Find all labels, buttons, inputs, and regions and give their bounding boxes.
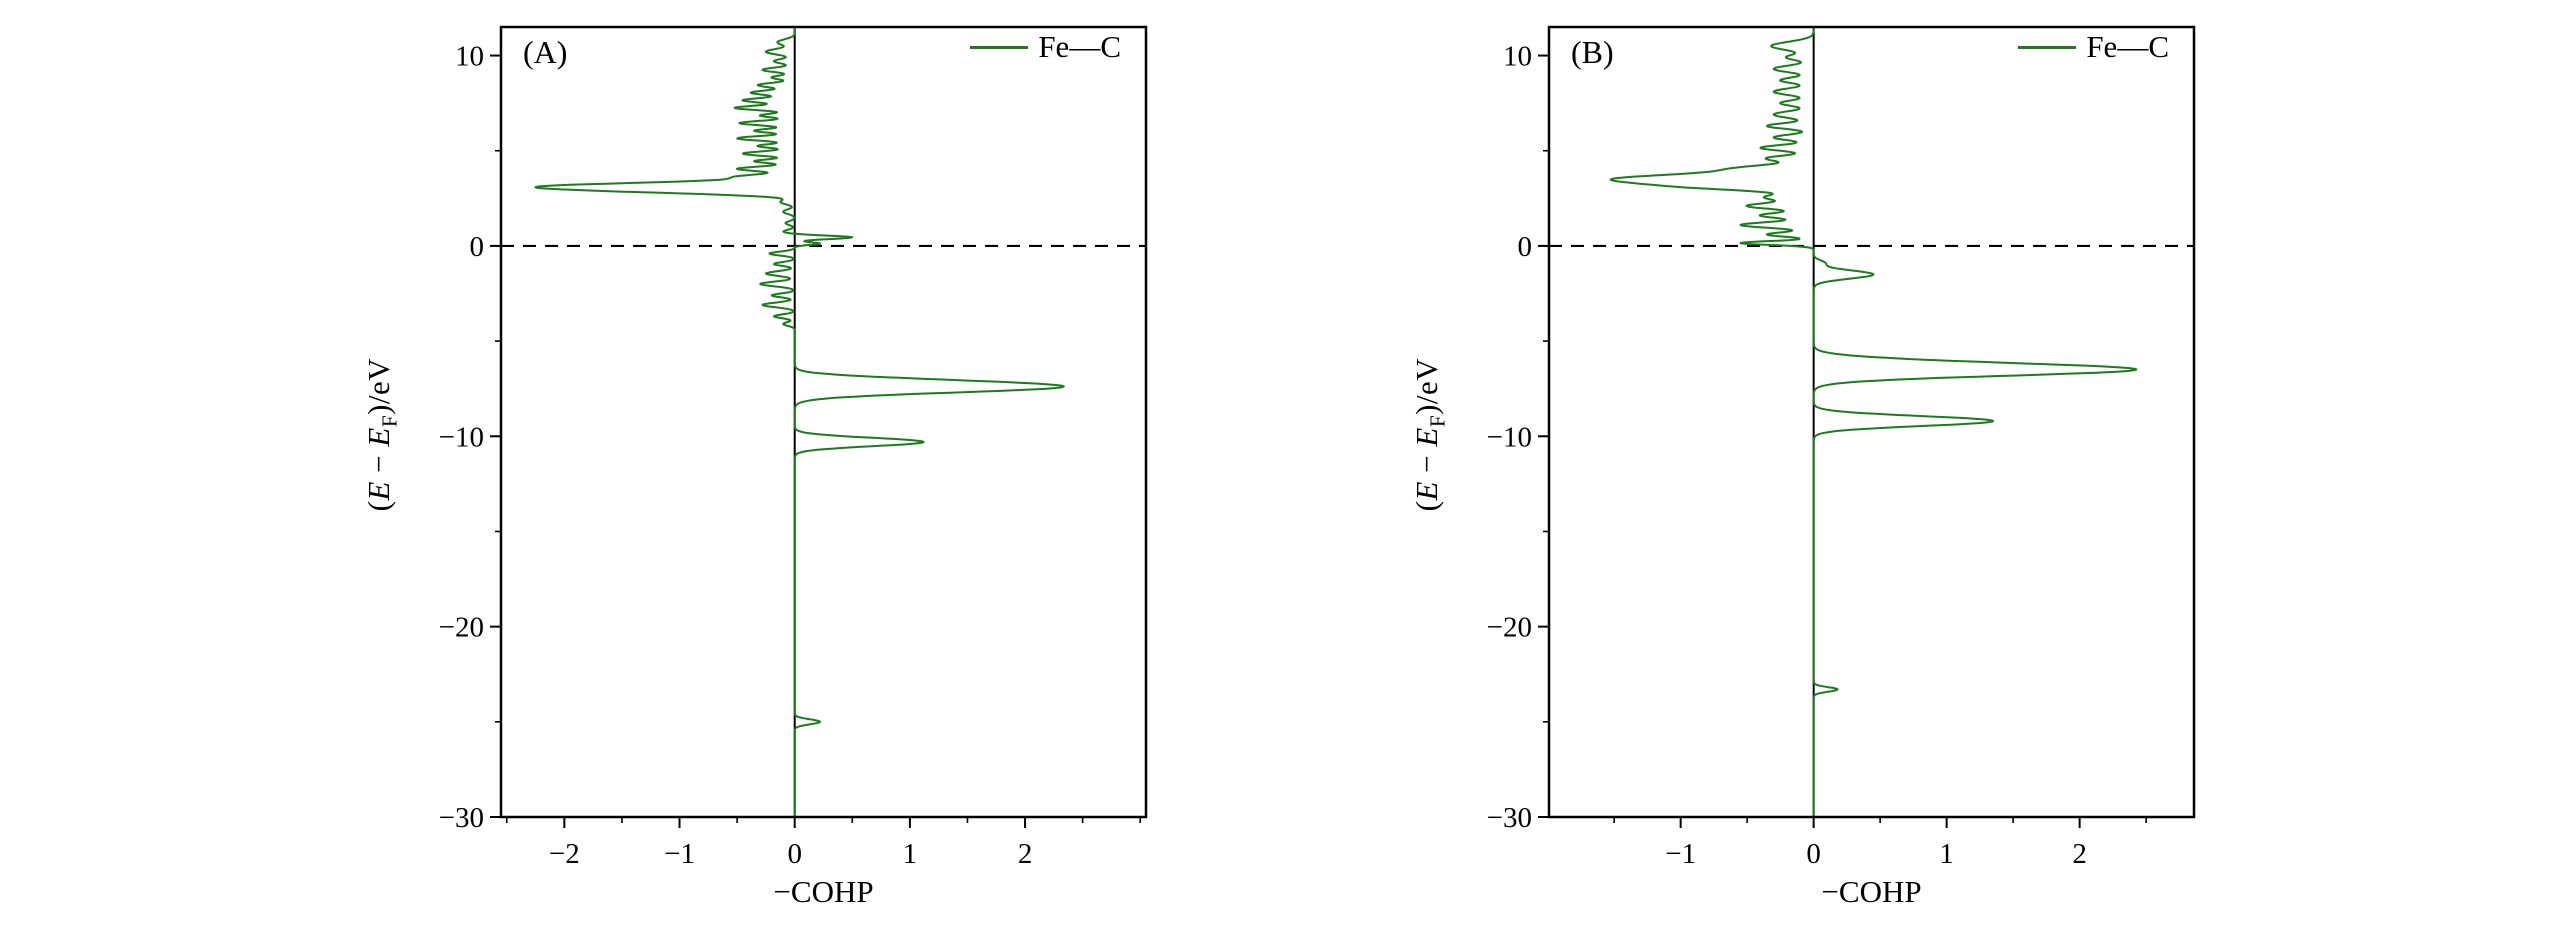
legend-label: Fe—C xyxy=(1038,29,1121,64)
panel-label: (B) xyxy=(1571,34,1614,70)
ylabel-paren: ( xyxy=(361,500,397,512)
svg-text:0: 0 xyxy=(470,231,485,263)
ylabel-minus: − xyxy=(361,446,397,481)
ylabel-E: E xyxy=(361,480,397,501)
svg-text:1: 1 xyxy=(1939,838,1954,867)
cohp-figure: (E − EF)/eV −2 −1 0 1 2 10 0 −10 −20 −30 (A) Fe—C… xyxy=(353,2,2214,922)
svg-text:−2: −2 xyxy=(549,838,580,867)
legend-line-swatch xyxy=(2018,45,2077,49)
y-axis-label: (E − EF)/eV xyxy=(361,358,402,512)
legend: Fe—C xyxy=(970,29,1121,65)
panel-b: (E − EF)/eV −1 0 1 2 10 0 −10 −20 −30 (B) Fe—C −… xyxy=(1401,2,2214,922)
svg-text:−10: −10 xyxy=(439,421,484,453)
svg-text:2: 2 xyxy=(2072,838,2087,867)
svg-text:0: 0 xyxy=(1518,231,1533,263)
svg-text:−1: −1 xyxy=(1665,838,1696,867)
ylabel-paren: ( xyxy=(1409,500,1445,512)
ylabel-E2: E xyxy=(1409,427,1445,447)
svg-text:1: 1 xyxy=(903,838,918,867)
svg-text:10: 10 xyxy=(1503,41,1532,73)
y-axis-label-wrap-b: (E − EF)/eV xyxy=(1401,2,1459,867)
ylabel-unit: )/eV xyxy=(361,357,397,415)
svg-text:−10: −10 xyxy=(1487,421,1532,453)
svg-text:10: 10 xyxy=(455,41,484,73)
ylabel-minus: − xyxy=(1409,446,1445,481)
svg-text:−30: −30 xyxy=(439,802,484,834)
ylabel-sub-F: F xyxy=(377,414,402,428)
svg-text:2: 2 xyxy=(1018,838,1033,867)
plot-area-a: −2 −1 0 1 2 10 0 −10 −20 −30 (A) Fe—C −COHP xyxy=(411,2,1166,922)
x-axis-label: −COHP xyxy=(773,874,874,909)
svg-text:−20: −20 xyxy=(1487,612,1532,644)
legend-line-swatch xyxy=(970,45,1029,49)
svg-text:−30: −30 xyxy=(1487,802,1532,834)
y-axis-label-wrap-a: (E − EF)/eV xyxy=(353,2,411,867)
ylabel-E: E xyxy=(1409,480,1445,501)
legend-label: Fe—C xyxy=(2086,29,2169,64)
legend: Fe—C xyxy=(2018,29,2169,65)
x-axis-label: −COHP xyxy=(1821,874,1922,909)
svg-text:0: 0 xyxy=(1806,838,1821,867)
ylabel-sub-F: F xyxy=(1425,414,1450,428)
svg-text:−20: −20 xyxy=(439,612,484,644)
y-axis-label: (E − EF)/eV xyxy=(1409,358,1450,512)
svg-text:0: 0 xyxy=(787,838,802,867)
svg-text:−1: −1 xyxy=(664,838,695,867)
ylabel-E2: E xyxy=(361,427,397,447)
panel-a: (E − EF)/eV −2 −1 0 1 2 10 0 −10 −20 −30 (A) Fe—C… xyxy=(353,2,1166,922)
plot-area-b: −1 0 1 2 10 0 −10 −20 −30 (B) Fe—C −COHP xyxy=(1459,2,2214,922)
ylabel-unit: )/eV xyxy=(1409,357,1445,415)
panel-label: (A) xyxy=(523,34,568,70)
